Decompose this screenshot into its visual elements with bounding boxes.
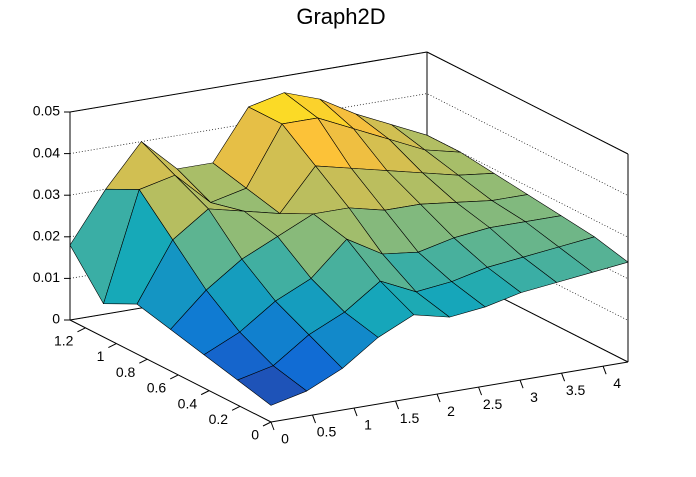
x-tick-label: 0 [281, 431, 289, 447]
z-tick-label: 0.03 [33, 186, 60, 202]
y-axis [69, 319, 272, 423]
x-tick-label: 3.5 [566, 382, 586, 398]
y-tick [139, 358, 148, 364]
y-tick-label: 0.2 [209, 411, 229, 427]
y-tick [108, 343, 117, 348]
x-tick-label: 0.5 [317, 424, 337, 440]
x-axis [270, 361, 629, 423]
y-tick-label: 0 [251, 427, 259, 443]
x-tick-label: 4 [613, 375, 621, 391]
y-tick-label: 0.6 [147, 380, 167, 396]
z-tick-label: 0.04 [33, 144, 60, 160]
z-tick-label: 0.02 [33, 228, 60, 244]
x-tick-label: 1.5 [400, 410, 420, 426]
x-tick [395, 400, 400, 410]
y-tick-label: 0.4 [178, 395, 198, 411]
y-tick-label: 1 [97, 348, 105, 364]
z-tick-label: 0 [52, 311, 60, 327]
surface-cell [237, 365, 308, 406]
y-tick [77, 327, 86, 333]
x-tick [270, 421, 275, 431]
x-tick [312, 414, 316, 424]
y-tick-label: 0.8 [116, 364, 136, 380]
y-tick [170, 374, 179, 380]
grid-line [69, 93, 629, 196]
x-tick [478, 386, 483, 396]
chart-title: Graph2D [296, 4, 385, 29]
grid-line [69, 51, 629, 155]
y-tick [231, 405, 241, 411]
x-tick [353, 407, 358, 417]
x-tick-label: 2.5 [483, 396, 503, 412]
x-tick [602, 366, 607, 375]
x-tick-label: 2 [447, 403, 455, 419]
x-tick [436, 393, 441, 403]
y-tick [262, 421, 272, 427]
z-tick-label: 0.01 [33, 269, 60, 285]
x-tick-label: 3 [530, 389, 538, 405]
z-tick-label: 0.05 [33, 103, 60, 119]
x-tick [519, 379, 524, 389]
x-tick [561, 372, 566, 382]
y-tick [200, 390, 210, 396]
x-tick-label: 1 [364, 417, 372, 433]
y-tick-label: 1.2 [54, 333, 74, 349]
